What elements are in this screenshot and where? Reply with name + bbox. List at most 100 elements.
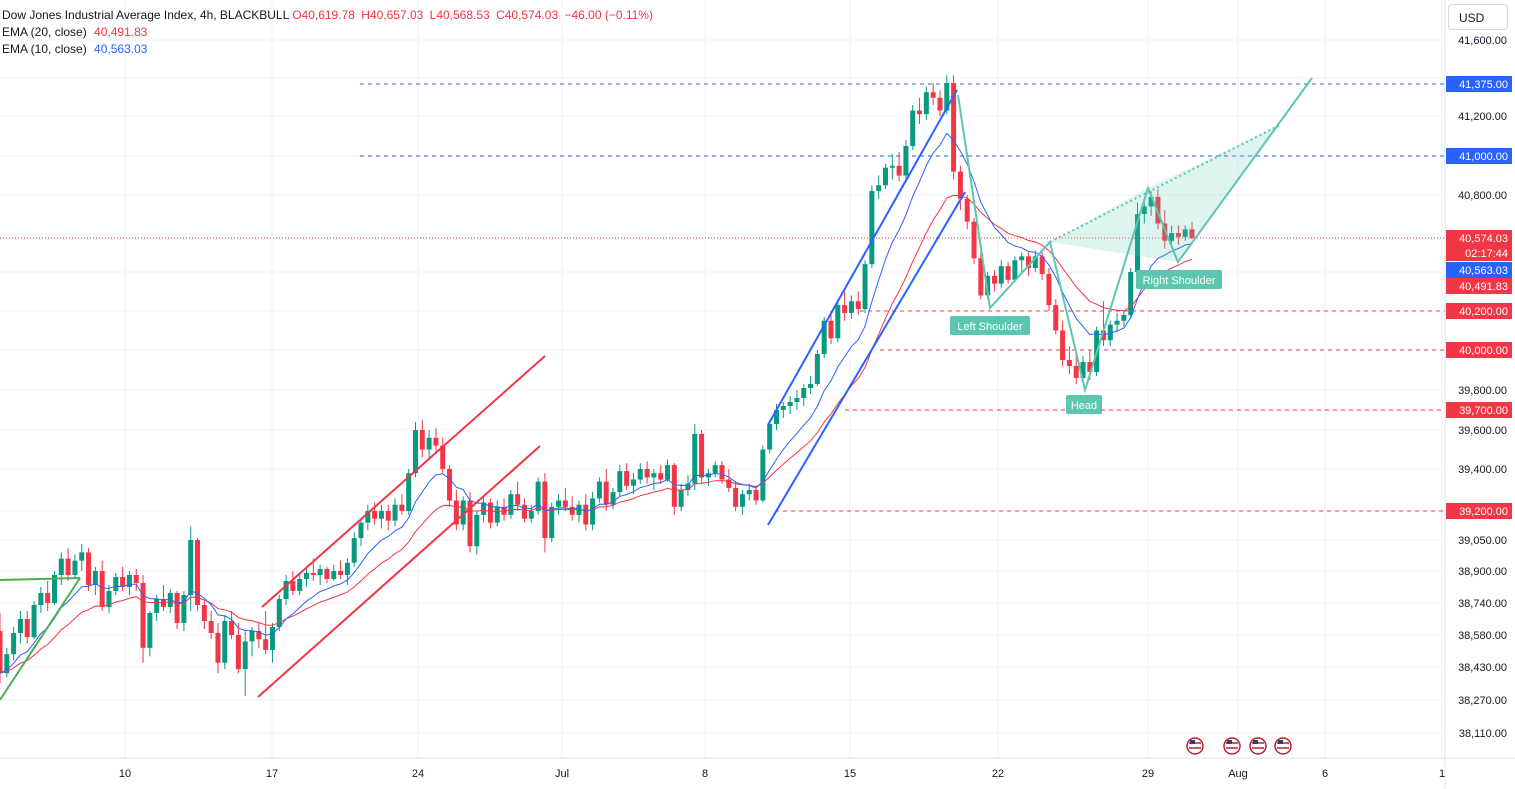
- candle-body[interactable]: [637, 469, 643, 480]
- candle-body[interactable]: [453, 500, 459, 525]
- candle-body[interactable]: [903, 146, 909, 176]
- candle-body[interactable]: [487, 502, 493, 523]
- candle-body[interactable]: [678, 490, 684, 507]
- candle-body[interactable]: [51, 575, 57, 603]
- candle-body[interactable]: [269, 627, 275, 650]
- candle-body[interactable]: [971, 221, 977, 259]
- candle-body[interactable]: [739, 494, 745, 507]
- candle-body[interactable]: [624, 471, 630, 486]
- candle-body[interactable]: [1121, 314, 1127, 321]
- candle-body[interactable]: [917, 110, 923, 115]
- candle-body[interactable]: [644, 469, 650, 478]
- candle-body[interactable]: [862, 264, 868, 310]
- candle-body[interactable]: [848, 301, 854, 313]
- candle-body[interactable]: [753, 490, 759, 501]
- ema20-row[interactable]: EMA (20, close) 40,491.83: [2, 24, 656, 41]
- candle-body[interactable]: [1046, 273, 1052, 306]
- candle-body[interactable]: [31, 605, 37, 638]
- ema10-row[interactable]: EMA (10, close) 40,563.03: [2, 41, 656, 58]
- candle-body[interactable]: [671, 465, 677, 507]
- candle-body[interactable]: [494, 506, 500, 523]
- candle-body[interactable]: [283, 581, 289, 599]
- candle-body[interactable]: [147, 613, 153, 648]
- candle-body[interactable]: [528, 511, 534, 519]
- candle-body[interactable]: [583, 504, 589, 525]
- candle-body[interactable]: [72, 560, 78, 575]
- channel-lower-line[interactable]: [257, 445, 541, 698]
- candle-body[interactable]: [24, 619, 30, 638]
- candle-body[interactable]: [978, 258, 984, 296]
- candle-body[interactable]: [167, 593, 173, 607]
- candle-body[interactable]: [957, 171, 963, 199]
- candle-body[interactable]: [603, 481, 609, 505]
- candle-body[interactable]: [1114, 320, 1120, 325]
- candle-body[interactable]: [79, 552, 85, 561]
- candle-body[interactable]: [746, 490, 752, 495]
- candle-body[interactable]: [201, 605, 207, 621]
- candle-body[interactable]: [1141, 206, 1147, 215]
- candle-body[interactable]: [290, 581, 296, 591]
- candle-body[interactable]: [11, 633, 17, 655]
- candle-body[interactable]: [780, 406, 786, 410]
- candle-body[interactable]: [140, 583, 146, 648]
- candle-body[interactable]: [86, 552, 92, 585]
- candle-body[interactable]: [719, 465, 725, 480]
- candle-body[interactable]: [1087, 362, 1093, 372]
- candle-body[interactable]: [1128, 271, 1134, 315]
- candle-body[interactable]: [964, 198, 970, 222]
- candle-body[interactable]: [835, 305, 841, 339]
- candle-body[interactable]: [195, 540, 201, 605]
- candle-body[interactable]: [249, 631, 255, 642]
- currency-button[interactable]: USD: [1448, 4, 1508, 30]
- candle-body[interactable]: [17, 619, 23, 633]
- candle-body[interactable]: [215, 633, 221, 663]
- candle-body[interactable]: [1005, 266, 1011, 280]
- candle-body[interactable]: [263, 639, 269, 650]
- candle-body[interactable]: [58, 558, 64, 575]
- candle-body[interactable]: [828, 320, 834, 339]
- candle-body[interactable]: [733, 487, 739, 507]
- channel-upper-line[interactable]: [261, 355, 546, 608]
- candle-body[interactable]: [392, 504, 398, 521]
- candle-body[interactable]: [324, 568, 330, 579]
- candle-body[interactable]: [658, 473, 664, 480]
- candle-body[interactable]: [814, 354, 820, 384]
- candle-body[interactable]: [1182, 229, 1188, 237]
- support-line[interactable]: [0, 577, 81, 581]
- candle-body[interactable]: [951, 83, 957, 172]
- candle-body[interactable]: [855, 301, 861, 310]
- candle-body[interactable]: [235, 635, 241, 670]
- candle-body[interactable]: [896, 165, 902, 176]
- candle-body[interactable]: [372, 511, 378, 519]
- candle-body[interactable]: [1039, 256, 1045, 274]
- candle-body[interactable]: [0, 631, 3, 674]
- candle-body[interactable]: [1189, 229, 1195, 238]
- candle-body[interactable]: [842, 305, 848, 313]
- candle-body[interactable]: [1026, 256, 1032, 269]
- candle-body[interactable]: [113, 577, 119, 591]
- candle-body[interactable]: [310, 573, 316, 575]
- candle-body[interactable]: [930, 92, 936, 98]
- support-line[interactable]: [0, 577, 81, 701]
- candle-body[interactable]: [562, 500, 568, 507]
- candle-body[interactable]: [65, 558, 71, 575]
- candle-body[interactable]: [106, 591, 112, 607]
- candle-body[interactable]: [174, 593, 180, 623]
- candle-body[interactable]: [99, 571, 105, 607]
- candle-body[interactable]: [876, 185, 882, 192]
- candle-body[interactable]: [630, 479, 636, 486]
- candle-body[interactable]: [774, 410, 780, 424]
- candle-body[interactable]: [692, 433, 698, 484]
- candle-body[interactable]: [467, 500, 473, 547]
- candle-body[interactable]: [419, 430, 425, 450]
- candle-body[interactable]: [1175, 233, 1181, 237]
- candle-body[interactable]: [412, 430, 418, 474]
- candle-body[interactable]: [794, 398, 800, 402]
- candle-body[interactable]: [590, 498, 596, 525]
- candle-body[interactable]: [937, 97, 943, 111]
- candle-body[interactable]: [126, 575, 132, 587]
- candle-body[interactable]: [610, 492, 616, 505]
- channel-upper-line[interactable]: [767, 89, 958, 426]
- candle-body[interactable]: [433, 437, 439, 446]
- candle-body[interactable]: [1148, 196, 1154, 207]
